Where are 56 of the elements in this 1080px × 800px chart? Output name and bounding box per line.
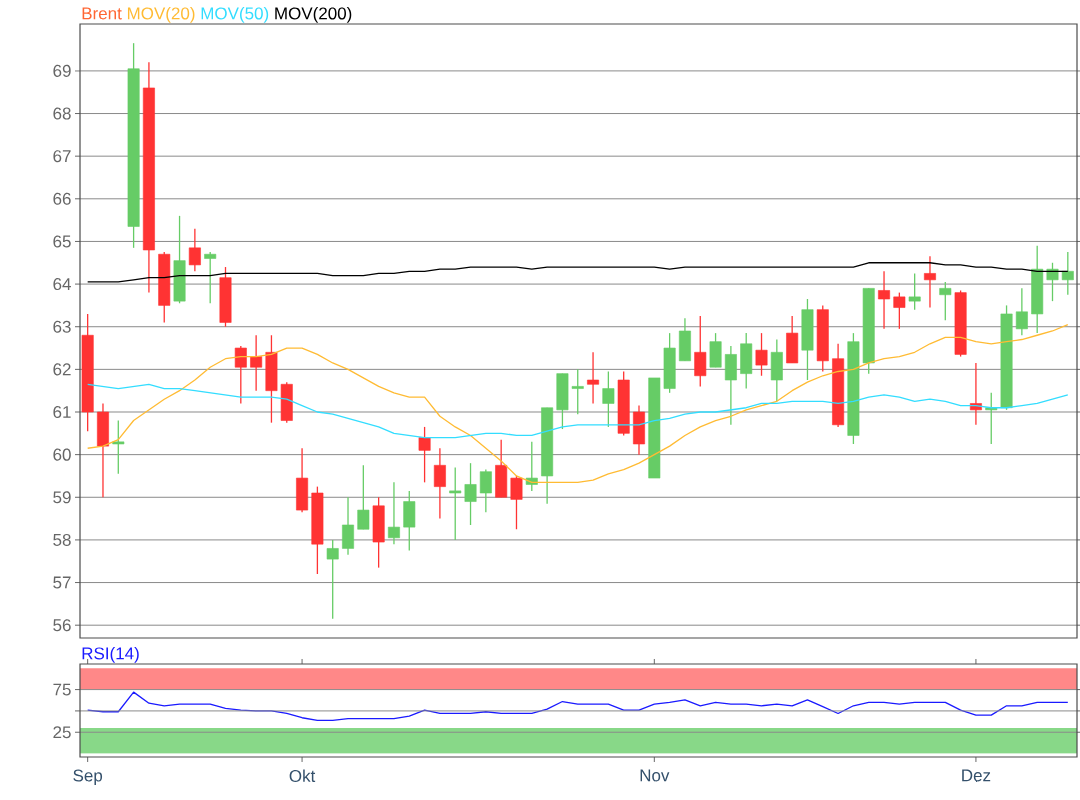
y-tick-label: 59 xyxy=(53,491,71,504)
y-tick-label: 61 xyxy=(53,405,71,419)
candlestick xyxy=(418,426,431,484)
candlestick xyxy=(878,270,890,330)
x-tick-label: Sep xyxy=(73,769,103,785)
candlestick xyxy=(188,228,201,272)
candlestick xyxy=(1061,251,1074,296)
candlestick xyxy=(571,368,584,415)
y-tick-label: 58 xyxy=(53,533,71,546)
candlestick xyxy=(479,468,492,513)
y-tick-label: 66 xyxy=(53,192,71,205)
y-tick-label: 64 xyxy=(53,278,71,291)
candlestick xyxy=(433,447,446,520)
y-tick-label: 56 xyxy=(53,619,71,632)
candlestick xyxy=(893,291,906,330)
y-tick-label: 62 xyxy=(53,363,71,376)
candlestick xyxy=(969,362,982,426)
text: MOV(200) xyxy=(275,6,352,23)
text: MOV(20) xyxy=(127,6,195,23)
candlestick xyxy=(908,272,921,311)
x-tick-label: Nov xyxy=(640,769,670,782)
candlestick xyxy=(587,351,600,405)
candlestick xyxy=(1015,287,1028,336)
candlestick xyxy=(939,281,952,321)
candlestick xyxy=(342,496,354,556)
candlestick xyxy=(694,315,707,388)
x-tick-label: Dez xyxy=(962,769,991,782)
candlestick xyxy=(250,334,263,392)
candlestick xyxy=(326,539,339,620)
candlestick xyxy=(985,392,998,445)
series-label: RSI(14) xyxy=(82,646,139,663)
candlestick xyxy=(525,441,538,492)
candlestick xyxy=(449,466,462,541)
y-tick-label: 67 xyxy=(53,150,71,163)
candlestick xyxy=(387,481,400,545)
y-tick-label: 63 xyxy=(53,320,71,333)
y-tick-label: 69 xyxy=(53,64,71,77)
y-tick-label: 25 xyxy=(53,726,71,739)
legend-title: Brent xyxy=(82,7,122,20)
y-tick-label: 65 xyxy=(53,235,71,248)
y-tick-label: 57 xyxy=(53,576,71,589)
candlestick xyxy=(924,255,936,309)
y-tick-label: 75 xyxy=(53,683,71,696)
candlestick xyxy=(755,332,768,377)
candlestick xyxy=(464,462,477,526)
candlestick xyxy=(602,370,615,428)
candlestick xyxy=(112,419,125,475)
candlestick xyxy=(357,464,370,530)
candlestick xyxy=(234,345,247,405)
text: MOV(50) xyxy=(201,6,269,23)
y-tick-label: 68 xyxy=(53,107,71,120)
y-tick-label: 60 xyxy=(53,448,71,461)
x-tick-label: Okt xyxy=(289,769,316,783)
candlestick xyxy=(510,475,523,530)
candlestick xyxy=(204,251,217,304)
candlestick xyxy=(1046,262,1059,302)
